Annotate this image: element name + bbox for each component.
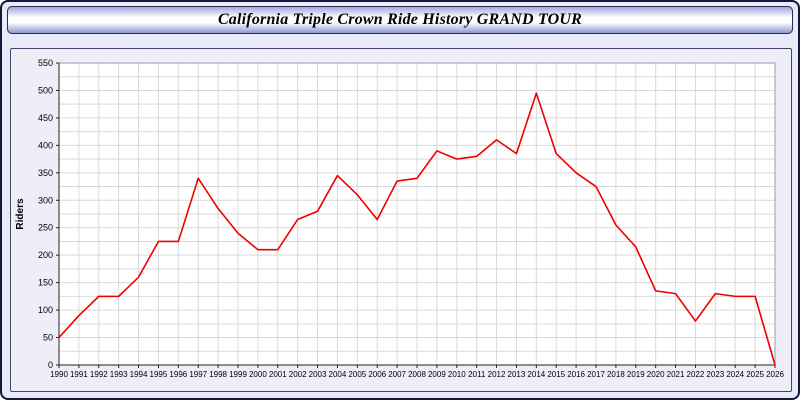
x-tick-label: 2013 [508, 370, 526, 379]
x-tick-label: 1998 [209, 370, 227, 379]
x-tick-label: 2007 [388, 370, 406, 379]
y-axis-label: Riders [15, 198, 26, 230]
x-tick-label: 2023 [706, 370, 724, 379]
x-tick-label: 2025 [746, 370, 764, 379]
x-tick-label: 2012 [488, 370, 506, 379]
x-tick-label: 2010 [448, 370, 466, 379]
x-tick-label: 2021 [667, 370, 685, 379]
y-tick-label: 100 [38, 305, 53, 315]
y-tick-label: 300 [38, 195, 53, 205]
x-tick-label: 2015 [547, 370, 565, 379]
x-tick-label: 2001 [269, 370, 287, 379]
x-tick-label: 2017 [587, 370, 605, 379]
x-tick-label: 2022 [687, 370, 705, 379]
x-tick-label: 1993 [110, 370, 128, 379]
x-tick-label: 2011 [468, 370, 486, 379]
title-bar: California Triple Crown Ride History GRA… [7, 6, 793, 34]
y-tick-label: 450 [38, 113, 53, 123]
x-tick-label: 2024 [726, 370, 744, 379]
page-title: California Triple Crown Ride History GRA… [217, 11, 583, 28]
y-tick-label: 200 [38, 250, 53, 260]
x-tick-label: 2019 [627, 370, 645, 379]
x-tick-label: 2005 [348, 370, 366, 379]
y-tick-label: 350 [38, 168, 53, 178]
x-tick-label: 2003 [309, 370, 327, 379]
x-tick-label: 2018 [607, 370, 625, 379]
y-tick-label: 150 [38, 278, 53, 288]
y-tick-label: 50 [43, 333, 53, 343]
chart-container: 0 50 100 150 200 250 300 350 400 450 500 550 1990 199… [10, 48, 792, 392]
y-tick-label: 250 [38, 223, 53, 233]
y-tick-label: 500 [38, 85, 53, 95]
x-tick-label: 2006 [368, 370, 386, 379]
y-tick-label: 0 [48, 360, 53, 370]
x-tick-label: 2000 [249, 370, 267, 379]
x-tick-label: 1991 [70, 370, 88, 379]
y-tick-label: 550 [38, 58, 53, 68]
x-tick-label: 2002 [289, 370, 307, 379]
x-tick-label: 1997 [189, 370, 207, 379]
x-tick-label: 2008 [408, 370, 426, 379]
x-tick-label: 1990 [50, 370, 68, 379]
riders-series-line [58, 92, 776, 366]
x-tick-label: 2014 [527, 370, 545, 379]
x-tick-label: 1995 [150, 370, 168, 379]
x-tick-label: 2020 [647, 370, 665, 379]
x-tick-label: 1999 [229, 370, 247, 379]
x-tick-label: 2016 [567, 370, 585, 379]
y-tick-label: 400 [38, 140, 53, 150]
x-tick-label: 2009 [428, 370, 446, 379]
x-tick-label: 2004 [329, 370, 347, 379]
x-tick-label: 1996 [169, 370, 187, 379]
x-tick-label: 2026 [766, 370, 784, 379]
x-tick-label: 1992 [90, 370, 108, 379]
x-tick-label: 1994 [130, 370, 148, 379]
